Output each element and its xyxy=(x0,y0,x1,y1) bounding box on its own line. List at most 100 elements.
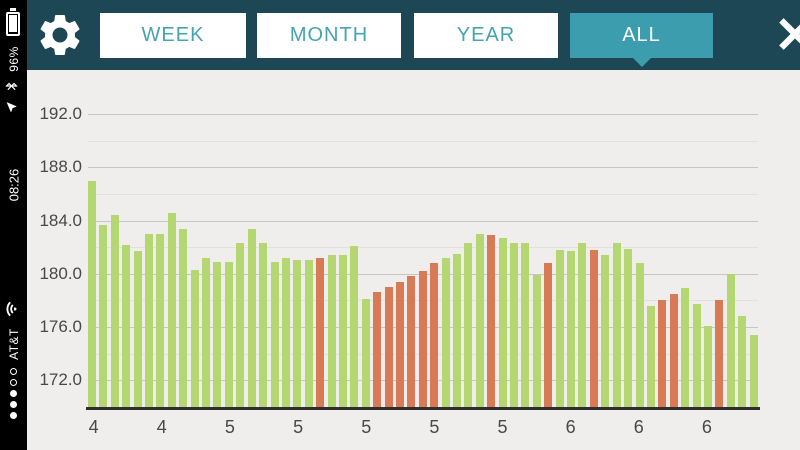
signal-dot xyxy=(10,390,17,397)
active-tab-pointer xyxy=(632,58,651,67)
bar xyxy=(578,243,587,407)
bar xyxy=(567,251,576,407)
bar xyxy=(361,299,370,407)
y-tick-label: 172.0 xyxy=(39,370,82,390)
bar xyxy=(544,263,553,407)
x-tick-label: 6 xyxy=(633,417,644,437)
bar xyxy=(327,255,336,407)
minor-gridline xyxy=(88,140,758,142)
x-tick-label: 4 xyxy=(88,417,99,437)
x-tick-label: 5 xyxy=(293,417,304,437)
bar xyxy=(88,181,96,407)
battery-icon xyxy=(6,8,20,36)
bar xyxy=(624,249,633,407)
bar xyxy=(475,234,484,407)
signal-dot xyxy=(10,379,17,386)
bar xyxy=(532,275,541,407)
clock-time: 08:26 xyxy=(6,168,21,202)
bar xyxy=(749,335,758,407)
tab-month[interactable]: MONTH xyxy=(257,13,401,58)
bar xyxy=(658,300,667,407)
tab-label: ALL xyxy=(622,24,661,46)
bar xyxy=(715,300,724,407)
bar xyxy=(487,235,496,407)
gear-icon xyxy=(40,15,80,55)
bluetooth-icon xyxy=(4,79,23,93)
bar xyxy=(316,258,325,407)
bar xyxy=(270,262,279,407)
tab-week[interactable]: WEEK xyxy=(100,13,246,58)
bar xyxy=(430,263,439,407)
x-tick-label: 5 xyxy=(224,417,235,437)
bar xyxy=(99,225,108,407)
bar xyxy=(521,243,530,407)
bar xyxy=(418,271,427,407)
bar xyxy=(635,263,644,407)
y-tick-label: 176.0 xyxy=(39,317,82,337)
bar xyxy=(213,262,222,407)
y-tick-label: 188.0 xyxy=(39,157,82,177)
y-tick-label: 184.0 xyxy=(39,210,82,230)
bar xyxy=(167,213,176,407)
y-tick-label: 192.0 xyxy=(39,104,82,123)
settings-button[interactable] xyxy=(35,10,85,60)
x-tick-label: 5 xyxy=(429,417,440,437)
bar xyxy=(441,258,450,407)
bar xyxy=(692,304,701,407)
top-toolbar: WEEK MONTH YEAR ALL xyxy=(27,0,800,70)
bar xyxy=(304,260,313,407)
tab-year[interactable]: YEAR xyxy=(414,13,558,58)
close-button[interactable] xyxy=(774,13,800,55)
bar xyxy=(555,250,564,407)
bar xyxy=(395,282,404,407)
location-arrow-icon xyxy=(5,101,23,114)
status-bar: 96% 08:26 AT&T xyxy=(0,0,27,450)
signal-dot xyxy=(10,412,17,419)
bar xyxy=(293,260,302,407)
x-tick-label: 5 xyxy=(497,417,508,437)
bar xyxy=(498,238,507,407)
x-tick-label: 6 xyxy=(565,417,576,437)
major-gridline xyxy=(88,114,758,115)
minor-gridline xyxy=(88,247,758,249)
minor-gridline xyxy=(88,193,758,195)
main-panel: WEEK MONTH YEAR ALL 192.0 188.0 184.0 180.0 176… xyxy=(27,0,800,450)
tab-all[interactable]: ALL xyxy=(570,13,713,67)
bar xyxy=(464,243,473,407)
bar xyxy=(224,262,233,407)
major-gridline xyxy=(88,220,758,222)
tab-label: WEEK xyxy=(141,24,205,46)
bar xyxy=(350,246,359,407)
y-tick-label: 180.0 xyxy=(39,263,82,283)
bar xyxy=(236,243,245,407)
bar xyxy=(247,229,256,407)
x-tick-label: 4 xyxy=(156,417,167,437)
bar xyxy=(110,215,119,407)
bar xyxy=(726,274,735,407)
major-gridline xyxy=(88,167,758,169)
bar xyxy=(738,316,747,407)
bar xyxy=(259,243,268,407)
bar xyxy=(145,234,154,407)
bar xyxy=(190,270,199,407)
bar xyxy=(133,251,142,407)
bar xyxy=(122,245,131,407)
bar-series xyxy=(88,114,758,407)
tab-label: MONTH xyxy=(289,24,369,46)
bar xyxy=(202,258,211,407)
wifi-icon xyxy=(3,301,24,317)
bar xyxy=(179,229,188,407)
bar xyxy=(384,287,393,407)
bar xyxy=(589,250,598,407)
signal-dot xyxy=(10,401,17,408)
battery-percent: 96% xyxy=(6,46,21,72)
bar xyxy=(407,276,416,407)
x-axis-line xyxy=(86,407,760,410)
bar xyxy=(612,243,621,407)
bar xyxy=(646,306,655,407)
weight-history-chart: 192.0 188.0 184.0 180.0 176.0 172.0 4 4 5 5 5 5 5 6 6… xyxy=(27,70,800,450)
close-icon xyxy=(779,18,800,50)
bar xyxy=(703,326,712,407)
bar xyxy=(281,258,290,407)
